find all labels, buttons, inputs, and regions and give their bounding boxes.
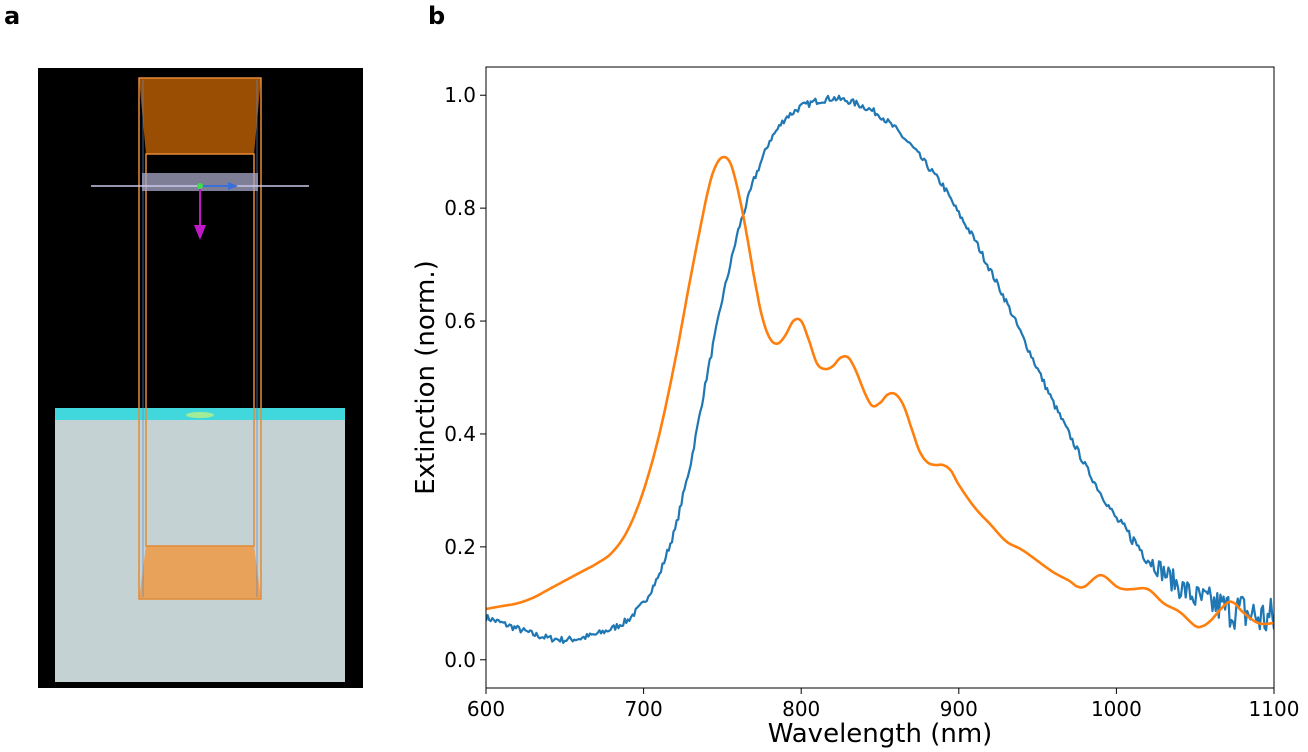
y-tick-label: 0.8	[444, 196, 476, 220]
y-tick-label: 0.6	[444, 309, 476, 333]
y-axis-title: Extinction (norm.)	[411, 260, 441, 495]
nanostructure-marker	[186, 412, 214, 418]
x-axis-title: Wavelength (nm)	[768, 719, 993, 749]
source-origin-dot	[197, 183, 203, 189]
series-line-2	[486, 155, 1274, 629]
x-tick-label: 900	[940, 697, 978, 721]
x-axis-ticks: 600 700 800 900 1000 1100	[467, 688, 1300, 721]
simulation-region-outer	[138, 77, 262, 600]
x-tick-label: 600	[467, 697, 505, 721]
x-tick-label: 1100	[1249, 697, 1300, 721]
y-tick-label: 1.0	[444, 83, 476, 107]
x-tick-label: 800	[782, 697, 820, 721]
series-line-1	[486, 94, 1274, 644]
substrate-block	[55, 408, 345, 682]
y-tick-label: 0.4	[444, 422, 476, 446]
panel-label-b: b	[428, 2, 446, 30]
source-region-bottom	[139, 546, 261, 599]
simulation-region-inner	[145, 153, 255, 547]
polarization-arrow-head	[228, 182, 238, 190]
simulation-schematic	[38, 68, 363, 688]
plot-frame	[485, 66, 1275, 689]
series-layer	[486, 94, 1274, 644]
y-tick-label: 0.0	[444, 648, 476, 672]
y-axis-ticks: 0.0 0.2 0.4 0.6 0.8 1.0	[444, 83, 486, 672]
panel-label-a: a	[4, 2, 21, 30]
propagation-arrow-head	[194, 225, 206, 240]
x-tick-label: 1000	[1091, 697, 1142, 721]
x-tick-label: 700	[625, 697, 663, 721]
source-region-top	[139, 78, 261, 154]
y-tick-label: 0.2	[444, 535, 476, 559]
